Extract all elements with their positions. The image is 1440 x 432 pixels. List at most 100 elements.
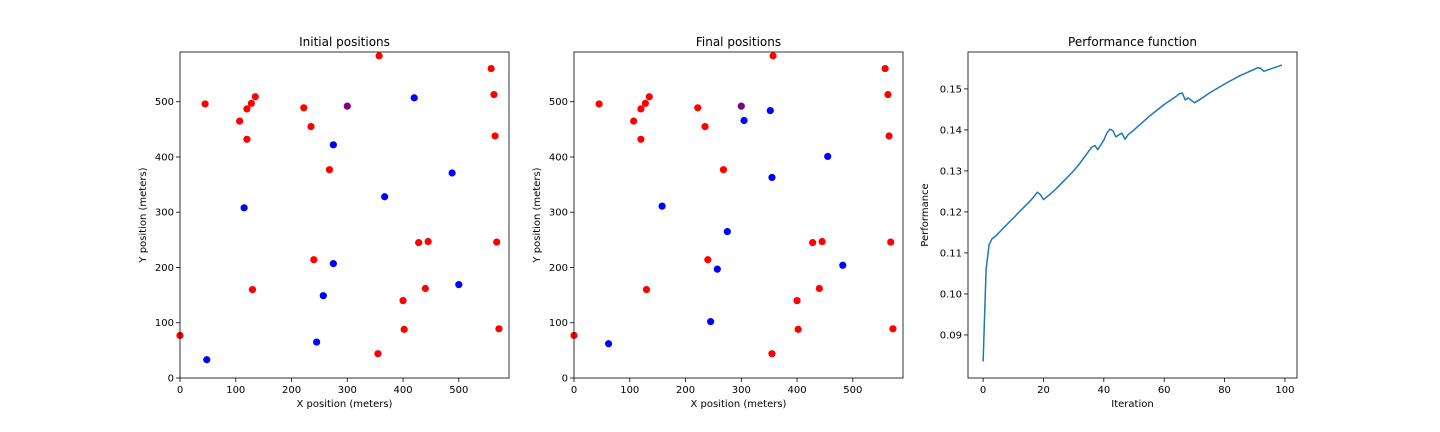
y-axis-label: Performance [920, 183, 931, 246]
x-tick-label: 300 [338, 385, 357, 396]
chart-title: Performance function [1068, 35, 1197, 49]
x-tick-label: 400 [394, 385, 413, 396]
y-tick-label: 300 [549, 208, 568, 219]
plot-frame [179, 51, 510, 379]
data-point-blue [410, 94, 418, 102]
data-point-red [495, 325, 503, 333]
y-tick-label: 0 [168, 374, 174, 385]
data-point-blue [329, 260, 337, 268]
data-point-purple [737, 102, 745, 110]
x-tick-label: 400 [788, 385, 807, 396]
x-tick-label: 80 [1218, 385, 1231, 396]
x-tick-label: 20 [1037, 385, 1050, 396]
data-point-red [493, 238, 501, 246]
data-point-blue [448, 169, 456, 177]
y-tick-label: 200 [549, 263, 568, 274]
data-point-red [818, 237, 826, 246]
x-tick-label: 100 [1275, 385, 1294, 396]
data-point-blue [713, 265, 721, 273]
y-tick-label: 0.11 [940, 248, 962, 259]
data-point-red [310, 256, 318, 264]
data-point-red [887, 238, 895, 246]
data-point-red [889, 325, 897, 333]
data-point-red [490, 90, 498, 99]
y-tick-label: 0.13 [940, 166, 962, 177]
data-point-blue [658, 202, 666, 210]
y-tick-label: 0.10 [940, 289, 962, 300]
y-tick-label: 400 [155, 152, 174, 163]
x-tick-label: 40 [1097, 385, 1110, 396]
data-point-blue [240, 204, 248, 212]
data-point-blue [203, 356, 211, 364]
y-tick-label: 500 [549, 97, 568, 108]
x-tick-label: 60 [1158, 385, 1171, 396]
chart-title: Initial positions [299, 35, 390, 49]
data-point-red [769, 52, 777, 60]
data-point-red [881, 64, 889, 73]
data-point-red [815, 284, 823, 293]
y-tick-label: 0.15 [940, 84, 962, 95]
x-tick-label: 200 [676, 385, 695, 396]
y-tick-label: 100 [549, 318, 568, 329]
chart-title: Final positions [696, 35, 781, 49]
chart-3: Performance function 0 20 40 60 80 100 0.09 0.10… [920, 35, 1298, 410]
y-tick-label: 0.14 [940, 125, 962, 136]
data-point-red [300, 104, 308, 112]
data-point-red [307, 122, 315, 131]
data-point-red [637, 135, 645, 143]
data-point-blue [313, 338, 321, 346]
x-tick-label: 500 [449, 385, 468, 396]
data-point-red [768, 350, 776, 358]
data-point-red [884, 90, 892, 99]
data-point-red [885, 132, 893, 140]
chart-2: Final positions 0 100 200 300 400 500 0 100 200 30… [532, 35, 904, 410]
data-point-red [243, 135, 251, 143]
y-tick-label: 100 [155, 318, 174, 329]
data-point-red [424, 237, 432, 246]
data-point-blue [604, 340, 613, 348]
data-point-red [704, 256, 712, 264]
plot-frame [967, 51, 1298, 379]
data-point-blue [768, 173, 776, 182]
y-axis-label: Y position (meters) [532, 167, 543, 263]
y-tick-label: 400 [549, 152, 568, 163]
data-point-red [641, 99, 649, 107]
data-point-red [642, 285, 651, 294]
data-point-red [701, 122, 709, 131]
chart-1: Initial positions 0 100 200 300 400 500 0 100 200… [138, 35, 510, 410]
data-point-red [421, 284, 429, 293]
x-axis-label: X position (meters) [691, 399, 787, 410]
data-point-red [374, 350, 382, 358]
data-point-red [637, 105, 645, 113]
data-point-red [645, 93, 653, 101]
data-point-red [325, 166, 334, 174]
data-point-red [248, 285, 257, 294]
data-point-purple [343, 102, 351, 110]
data-point-blue [824, 152, 832, 161]
y-tick-label: 500 [155, 97, 174, 108]
data-point-red [375, 52, 383, 60]
x-tick-label: 0 [980, 385, 986, 396]
data-point-red [247, 99, 255, 107]
data-point-red [236, 117, 244, 125]
performance-line [982, 64, 1283, 362]
data-point-blue [723, 227, 731, 236]
x-tick-label: 0 [571, 385, 577, 396]
y-tick-label: 300 [155, 208, 174, 219]
x-tick-label: 100 [226, 385, 245, 396]
y-tick-label: 200 [155, 263, 174, 274]
data-point-red [595, 100, 603, 108]
data-point-blue [455, 281, 463, 289]
data-point-red [487, 64, 495, 73]
data-point-blue [740, 116, 748, 125]
data-point-red [491, 132, 499, 140]
data-point-red [694, 104, 702, 112]
data-point-red [793, 297, 801, 305]
x-tick-label: 300 [732, 385, 751, 396]
data-point-red [201, 100, 209, 108]
data-point-red [251, 93, 259, 101]
data-point-blue [707, 318, 715, 326]
y-tick-label: 0.09 [940, 330, 962, 341]
data-point-red [415, 239, 423, 247]
data-point-red [400, 325, 408, 333]
